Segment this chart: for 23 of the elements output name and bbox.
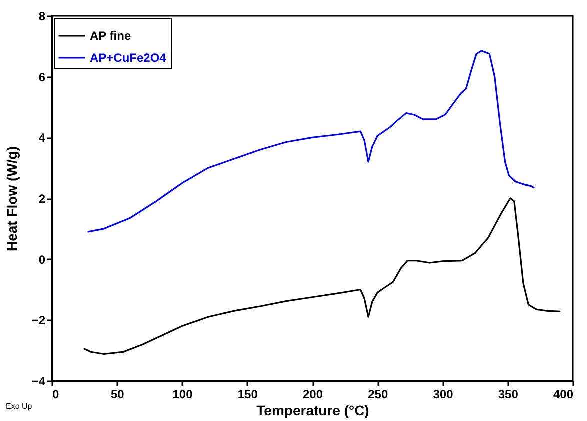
y-tick-label: −4 <box>32 374 46 388</box>
x-tick-label: 50 <box>110 388 125 402</box>
x-tick-label: 150 <box>238 388 258 402</box>
legend-label: AP+CuFe2O4 <box>90 51 167 65</box>
line-series <box>84 198 561 356</box>
y-tick-label: 4 <box>38 131 46 146</box>
x-tick-label: 350 <box>498 388 519 402</box>
x-tick-label: 300 <box>433 388 454 402</box>
y-tick-label: −2 <box>32 314 46 328</box>
y-tick-label: 2 <box>38 192 46 206</box>
x-tick-label: 0 <box>52 388 60 402</box>
y-tick-label: 0 <box>38 252 46 267</box>
y-axis-title: Heat Flow (W/g) <box>4 146 20 252</box>
text: Exo Up <box>6 402 32 411</box>
line-series <box>88 50 535 233</box>
legend-label: AP fine <box>90 29 132 43</box>
y-tick-label: 6 <box>38 70 46 84</box>
x-axis-title: Temperature (°C) <box>256 402 370 418</box>
x-tick-label: 250 <box>368 388 388 402</box>
y-tick-label: 8 <box>38 10 46 24</box>
x-tick-label: 200 <box>302 388 324 402</box>
x-tick-label: 100 <box>172 388 194 402</box>
x-tick-label: 400 <box>553 388 574 402</box>
